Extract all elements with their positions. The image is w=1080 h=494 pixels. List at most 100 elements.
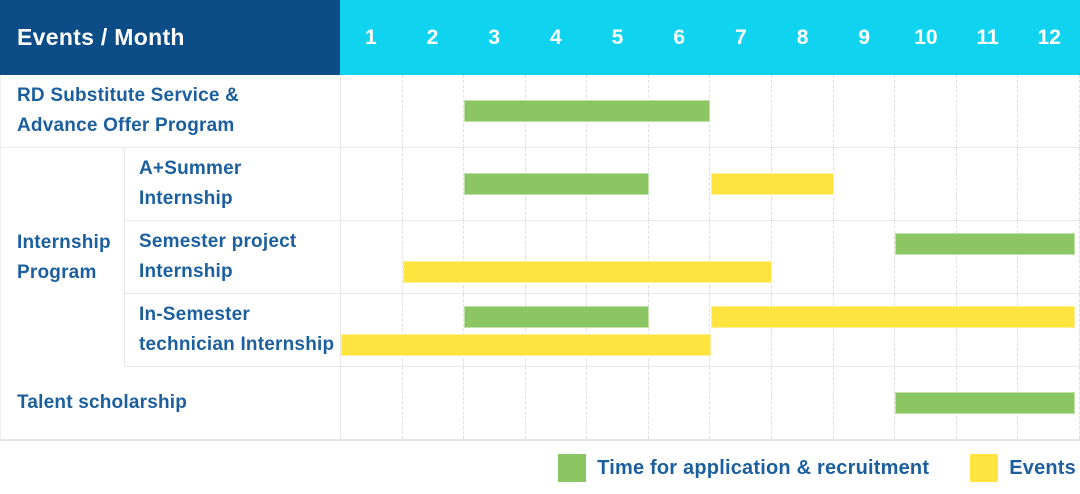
- legend-item: Time for application & recruitment: [558, 454, 929, 482]
- month-gridline-cell: [587, 367, 649, 439]
- events-month-header-cell: Events / Month: [0, 0, 340, 75]
- month-gridline-cell: [587, 221, 649, 293]
- month-header-12: 12: [1037, 25, 1061, 49]
- schedule-grid: RD Substitute Service & Advance Offer Pro…: [0, 75, 1080, 441]
- month-gridline-cell: [772, 294, 834, 366]
- month-gridline-cell: [649, 367, 711, 439]
- application-recruitment-bar: [895, 392, 1075, 414]
- month-gridline-cell: [895, 221, 957, 293]
- month-gridline-cell: [710, 367, 773, 439]
- events-bar: [402, 261, 773, 283]
- application-recruitment-bar: [464, 100, 711, 122]
- month-gridline-cell: [710, 221, 773, 293]
- month-gridline-cell: [957, 221, 1019, 293]
- month-header-11: 11: [976, 25, 999, 49]
- month-gridline-cell: [649, 294, 711, 366]
- month-gridline-cell: [772, 367, 834, 439]
- row-label-line: Talent scholarship: [17, 392, 188, 413]
- legend-label: Events: [1009, 456, 1076, 479]
- month-gridline-cell: [341, 148, 403, 220]
- events-bar: [341, 334, 711, 356]
- month-gridline-cell: [403, 221, 465, 293]
- month-gridline-cell: [526, 221, 588, 293]
- row-label: RD Substitute Service & Advance Offer Pro…: [0, 75, 340, 148]
- month-gridline-cell: [403, 367, 465, 439]
- month-gridline-cell: [1018, 294, 1080, 366]
- sub-row-label-line: Internship: [139, 261, 233, 282]
- events-bar: [710, 306, 1075, 328]
- group-label: Internship Program: [0, 148, 124, 367]
- month-gridline-cell: [649, 221, 711, 293]
- row-label-line: RD Substitute Service &: [17, 85, 240, 106]
- chart-row: [340, 148, 1080, 221]
- month-gridline-cell: [1018, 221, 1080, 293]
- application-recruitment-bar: [895, 233, 1075, 255]
- legend-item: Events: [970, 454, 1076, 482]
- month-gridline-cell: [957, 75, 1019, 147]
- month-gridline-cell: [587, 294, 649, 366]
- month-gridline-cell: [403, 148, 465, 220]
- month-gridline-cell: [341, 75, 403, 147]
- chart-row: [340, 221, 1080, 294]
- events-bar: [710, 173, 834, 195]
- month-gridline-cell: [1018, 367, 1080, 439]
- sub-row-label-line: Semester project: [139, 231, 297, 252]
- month-header-row: 1 2 3 4 5 6 7 8 9 10 11 12: [340, 0, 1080, 75]
- month-gridline-cell: [772, 75, 834, 147]
- sub-row-label: In-Semester technician Internship: [124, 294, 340, 367]
- month-gridline-cell: [834, 221, 896, 293]
- sub-row-label: A+Summer Internship: [124, 148, 340, 221]
- month-gridline-cell: [710, 75, 773, 147]
- application-recruitment-swatch: [558, 454, 587, 482]
- month-gridline-cell: [526, 294, 588, 366]
- chart-row: [340, 367, 1080, 440]
- month-gridline-cell: [895, 75, 957, 147]
- sub-row-label-line: In-Semester: [139, 304, 250, 325]
- month-gridline-cell: [464, 294, 526, 366]
- month-header-3: 3: [488, 25, 501, 49]
- sub-row-label-line: technician Internship: [139, 334, 335, 355]
- month-gridline-cell: [834, 367, 896, 439]
- events-month-label: Events / Month: [17, 24, 185, 50]
- month-gridline-cell: [526, 367, 588, 439]
- month-gridline-cell: [895, 148, 957, 220]
- row-label-line: Advance Offer Program: [17, 115, 235, 136]
- application-recruitment-bar: [464, 173, 649, 195]
- month-gridline-cell: [341, 294, 403, 366]
- application-recruitment-bar: [464, 306, 649, 328]
- table-header: Events / Month 1 2 3 4 5 6 7 8 9 10 11 12: [0, 0, 1080, 75]
- group-label-line: Internship: [17, 231, 111, 253]
- legend: Time for application & recruitment Events: [0, 441, 1080, 494]
- month-header-10: 10: [914, 25, 938, 49]
- group-label-line: Program: [17, 261, 97, 283]
- sub-row-label-line: A+Summer: [139, 158, 242, 179]
- month-gridline-cell: [341, 367, 403, 439]
- month-gridline-cell: [403, 294, 465, 366]
- month-header-4: 4: [550, 25, 562, 49]
- row-label: Talent scholarship: [0, 367, 340, 440]
- legend-label: Time for application & recruitment: [597, 456, 930, 479]
- month-gridline-cell: [464, 221, 526, 293]
- month-header-2: 2: [426, 25, 439, 49]
- month-gridline-cell: [1018, 75, 1080, 147]
- month-gridline-cell: [957, 148, 1019, 220]
- month-gridline-cell: [834, 75, 896, 147]
- month-gridline-cell: [772, 221, 834, 293]
- month-gridline-cell: [957, 294, 1019, 366]
- month-header-1: 1: [364, 25, 377, 49]
- month-header-8: 8: [796, 25, 809, 49]
- month-gridline-cell: [403, 75, 465, 147]
- month-gridline-cell: [341, 221, 403, 293]
- month-header-7: 7: [735, 25, 747, 49]
- month-gridline-cell: [710, 294, 773, 366]
- month-gridline-cell: [649, 148, 711, 220]
- month-header-5: 5: [611, 25, 624, 49]
- month-gridline-cell: [834, 148, 896, 220]
- sub-row-label: Semester project Internship: [124, 221, 340, 294]
- month-header-9: 9: [858, 25, 871, 49]
- month-gridline-cell: [895, 294, 957, 366]
- sub-row-label-line: Internship: [139, 188, 233, 209]
- month-gridline-cell: [834, 294, 896, 366]
- events-swatch: [970, 454, 999, 482]
